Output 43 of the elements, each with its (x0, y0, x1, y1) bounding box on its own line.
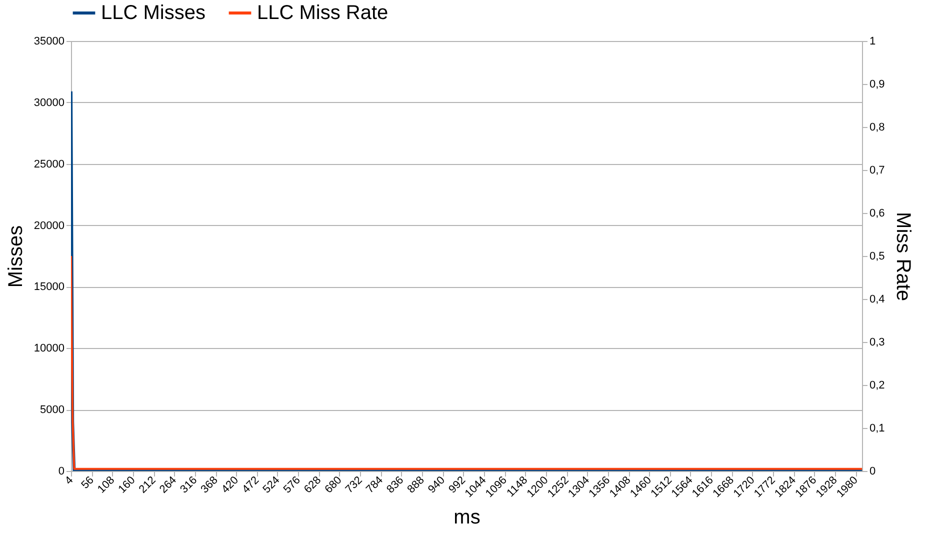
x-tick-label: 576 (281, 474, 303, 496)
y-tick-label: 35000 (34, 36, 64, 48)
y2-tick-label: 0,1 (870, 422, 885, 434)
x-tick-label: 316 (178, 474, 200, 496)
x-tick-label: 836 (384, 474, 406, 496)
x-tick-label: 212 (136, 474, 158, 496)
x-tick-label: 940 (426, 474, 448, 496)
y-tick-label: 25000 (34, 158, 64, 170)
x-tick-label: 108 (96, 474, 118, 496)
y2-tick-label: 0,4 (870, 294, 885, 306)
x-tick-label: 680 (322, 474, 344, 496)
y2-tick-label: 0,7 (870, 164, 885, 176)
y2-axis-title: Miss Rate (892, 212, 914, 301)
y2-tick-label: 0,5 (870, 250, 885, 262)
y2-tick-label: 0,8 (870, 122, 885, 134)
x-tick-label: 628 (302, 474, 324, 496)
y-tick-label: 15000 (34, 281, 64, 294)
y2-tick-label: 0,3 (870, 336, 885, 348)
x-tick-label: 56 (79, 474, 96, 492)
y-tick-label: 5000 (40, 404, 64, 416)
x-axis-title: ms (454, 506, 480, 528)
y-tick-label: 0 (58, 466, 64, 478)
y-tick-label: 20000 (34, 220, 64, 232)
x-tick-label: 732 (343, 474, 365, 496)
y-tick-label: 30000 (34, 96, 64, 109)
x-tick-label: 368 (198, 474, 220, 496)
y-tick-label: 10000 (34, 342, 64, 355)
y2-tick-label: 0 (870, 466, 876, 478)
x-tick-label: 784 (364, 474, 386, 496)
x-tick-label: 420 (219, 474, 241, 496)
x-tick-label: 472 (240, 474, 262, 496)
x-tick-label: 888 (405, 474, 427, 496)
y-axis-title: Misses (4, 225, 27, 288)
legend-label: LLC Misses (101, 2, 206, 24)
y2-tick-label: 0,9 (870, 78, 885, 90)
x-tick-label: 160 (116, 474, 138, 496)
y2-tick-label: 0,6 (870, 208, 885, 220)
x-tick-label: 264 (158, 474, 179, 496)
x-tick-label: 524 (260, 474, 282, 496)
x-tick-label: 4 (62, 474, 76, 488)
y2-tick-label: 1 (870, 36, 876, 48)
y2-tick-label: 0,2 (870, 380, 885, 392)
legend-label: LLC Miss Rate (257, 2, 388, 24)
